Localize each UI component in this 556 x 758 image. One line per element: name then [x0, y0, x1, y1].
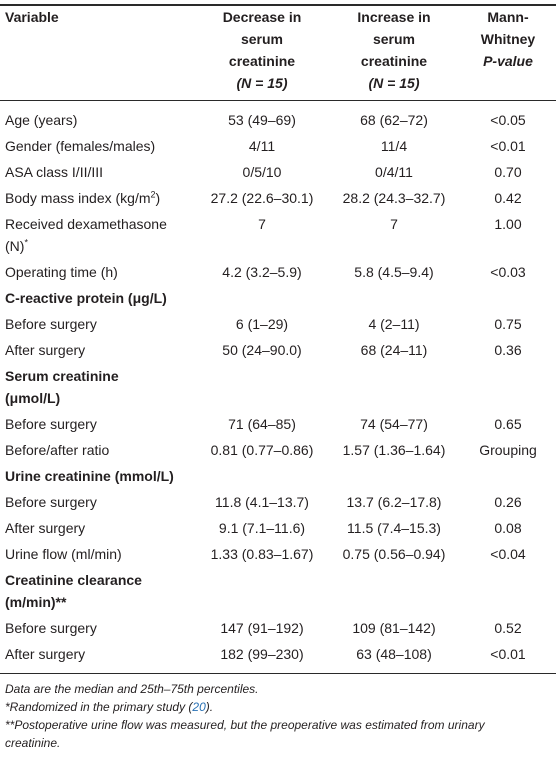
cell-decrease: 4/11	[248, 138, 276, 154]
cell-decrease: 11.8 (4.1–13.7)	[215, 494, 309, 510]
header-pvalue: Mann- Whitney P-value	[460, 4, 556, 101]
header-variable: Variable	[0, 4, 196, 101]
row-label: ASA class I/II/III	[5, 164, 104, 180]
cell-pvalue: <0.05	[490, 112, 526, 128]
cell-decrease: 53 (49–69)	[228, 112, 296, 128]
cell-decrease: 6 (1–29)	[235, 316, 289, 332]
section-row: Creatinine clearance (m/min)**	[0, 567, 556, 615]
table-row: After surgery 50 (24–90.0) 68 (24–11) 0.…	[0, 337, 556, 363]
row-label: Received dexamethasone (N)*	[5, 216, 167, 254]
header-row: Variable Decrease in serum creatinine (N…	[0, 4, 556, 101]
cell-decrease: 0/5/10	[242, 164, 282, 180]
table-row: Urine flow (ml/min) 1.33 (0.83–1.67) 0.7…	[0, 541, 556, 567]
header-increase: Increase in serum creatinine (N = 15)	[328, 4, 460, 101]
cell-decrease: 7	[258, 216, 266, 232]
row-label: Gender (females/males)	[5, 138, 156, 154]
cell-increase: 0/4/11	[375, 164, 413, 180]
cell-decrease: 182 (99–230)	[196, 641, 328, 674]
cell-decrease: 50 (24–90.0)	[222, 342, 302, 358]
cell-decrease: 1.33 (0.83–1.67)	[210, 546, 314, 562]
footnote-data: Data are the median and 25th–75th percen…	[5, 682, 259, 696]
table-row: Before surgery 71 (64–85) 74 (54–77) 0.6…	[0, 411, 556, 437]
table-container: Variable Decrease in serum creatinine (N…	[0, 4, 556, 752]
cell-decrease: 4.2 (3.2–5.9)	[222, 264, 302, 280]
cell-increase: 63 (48–108)	[328, 641, 460, 674]
cell-increase: 0.75 (0.56–0.94)	[342, 546, 446, 562]
table-row: ASA class I/II/III 0/5/10 0/4/11 0.70	[0, 159, 556, 185]
cell-pvalue: Grouping	[479, 442, 537, 458]
table-row: Before surgery 11.8 (4.1–13.7) 13.7 (6.2…	[0, 489, 556, 515]
cell-increase: 5.8 (4.5–9.4)	[354, 264, 434, 280]
cell-pvalue: 0.26	[494, 494, 522, 510]
row-label: Operating time (h)	[5, 264, 118, 280]
table-row: Operating time (h) 4.2 (3.2–5.9) 5.8 (4.…	[0, 259, 556, 285]
table-row: Before/after ratio 0.81 (0.77–0.86) 1.57…	[0, 437, 556, 463]
cell-increase: 74 (54–77)	[360, 416, 428, 432]
cell-increase: 7	[390, 216, 398, 232]
cell-decrease: 27.2 (22.6–30.1)	[210, 190, 314, 206]
reference-link[interactable]: 20	[192, 700, 206, 714]
cell-increase: 68 (24–11)	[360, 342, 428, 358]
cell-pvalue: <0.01	[460, 641, 556, 674]
section-heading: Creatinine clearance (m/min)**	[5, 572, 142, 610]
row-label: Before surgery	[5, 316, 97, 332]
row-label: After surgery	[5, 520, 86, 536]
cell-pvalue: <0.04	[490, 546, 526, 562]
cell-decrease: 9.1 (7.1–11.6)	[218, 520, 306, 536]
cell-increase: 11/4	[380, 138, 408, 154]
section-row: Urine creatinine (mmol/L)	[0, 463, 556, 489]
cell-decrease: 147 (91–192)	[220, 620, 304, 636]
cell-pvalue: 0.42	[494, 190, 522, 206]
section-heading: Serum creatinine (μmol/L)	[5, 368, 119, 406]
cell-pvalue: 0.52	[494, 620, 522, 636]
cell-pvalue: 0.08	[494, 520, 522, 536]
cell-increase: 68 (62–72)	[360, 112, 428, 128]
cell-increase: 28.2 (24.3–32.7)	[342, 190, 446, 206]
table-row: Age (years) 53 (49–69) 68 (62–72) <0.05	[0, 101, 556, 134]
table-row: Before surgery 6 (1–29) 4 (2–11) 0.75	[0, 311, 556, 337]
table-footnotes: Data are the median and 25th–75th percen…	[0, 674, 556, 752]
row-label: After surgery	[5, 342, 86, 358]
row-label: Age (years)	[5, 112, 78, 128]
table-row: Body mass index (kg/m2) 27.2 (22.6–30.1)…	[0, 185, 556, 211]
footnote-urine-flow: **Postoperative urine flow was measured,…	[5, 718, 485, 750]
cell-pvalue: <0.03	[490, 264, 526, 280]
table-row: Before surgery 147 (91–192) 109 (81–142)…	[0, 615, 556, 641]
section-row: Serum creatinine (μmol/L)	[0, 363, 556, 411]
data-table: Variable Decrease in serum creatinine (N…	[0, 4, 556, 674]
row-label: Urine flow (ml/min)	[5, 546, 122, 562]
cell-pvalue: 0.70	[494, 164, 522, 180]
cell-increase: 11.5 (7.4–15.3)	[347, 520, 441, 536]
cell-pvalue: 1.00	[494, 216, 522, 232]
row-label: Before surgery	[5, 494, 97, 510]
section-heading: C-reactive protein (μg/L)	[5, 290, 167, 306]
header-decrease: Decrease in serum creatinine (N = 15)	[196, 4, 328, 101]
cell-decrease: 0.81 (0.77–0.86)	[210, 442, 314, 458]
footnote-randomized: *Randomized in the primary study (20).	[5, 700, 214, 714]
section-heading: Urine creatinine (mmol/L)	[5, 468, 174, 484]
row-label: Before surgery	[5, 620, 97, 636]
cell-pvalue: 0.36	[494, 342, 522, 358]
cell-pvalue: 0.65	[494, 416, 522, 432]
row-label: Before surgery	[5, 416, 97, 432]
cell-increase: 109 (81–142)	[352, 620, 436, 636]
table-row: After surgery 9.1 (7.1–11.6) 11.5 (7.4–1…	[0, 515, 556, 541]
row-label: After surgery	[0, 641, 196, 674]
cell-increase: 1.57 (1.36–1.64)	[342, 442, 446, 458]
row-label: Before/after ratio	[5, 442, 110, 458]
cell-increase: 13.7 (6.2–17.8)	[346, 494, 442, 510]
table-row: Gender (females/males) 4/11 11/4 <0.01	[0, 133, 556, 159]
cell-pvalue: <0.01	[490, 138, 526, 154]
cell-decrease: 71 (64–85)	[228, 416, 296, 432]
table-row: After surgery 182 (99–230) 63 (48–108) <…	[0, 641, 556, 674]
cell-pvalue: 0.75	[494, 316, 522, 332]
section-row: C-reactive protein (μg/L)	[0, 285, 556, 311]
cell-increase: 4 (2–11)	[368, 316, 420, 332]
row-label: Body mass index (kg/m2)	[5, 189, 161, 206]
table-row: Received dexamethasone (N)* 7 7 1.00	[0, 211, 556, 259]
